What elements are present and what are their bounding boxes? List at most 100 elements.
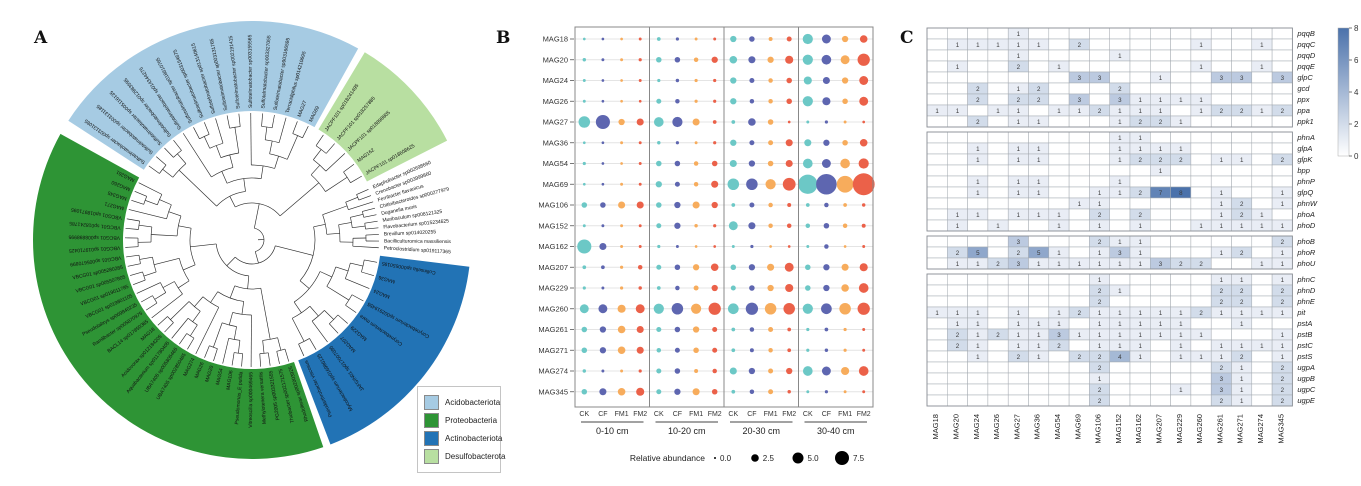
heatmap-cell-value: 2: [1138, 190, 1142, 197]
heatmap-cell: [1068, 60, 1090, 73]
heatmap-cell: [1170, 131, 1192, 144]
tree-branch: [178, 169, 217, 207]
abundance-dot: [785, 139, 793, 147]
column-label: MAG152: [1114, 414, 1123, 444]
heatmap-cell: [967, 104, 989, 117]
heatmap-cell-value: 2: [1017, 97, 1021, 104]
heatmap-cell: [1231, 49, 1253, 62]
heatmap-cell: [1251, 317, 1273, 330]
row-label: MAG69: [543, 180, 568, 189]
treatment-tick-label: CF: [822, 411, 831, 418]
abundance-dot: [816, 173, 837, 195]
gene-label: phnC: [1296, 275, 1316, 284]
abundance-dot: [730, 139, 737, 146]
heatmap-cell-value: 1: [1017, 53, 1021, 60]
tree-branch: [364, 220, 378, 224]
heatmap-cell: [1190, 71, 1212, 84]
abundance-dot: [802, 54, 813, 65]
heatmap-cell-value: 1: [976, 310, 980, 317]
tree-branch: [293, 301, 302, 313]
phylum-legend: Acidobacteriota Proteobacteria Actinobac…: [417, 386, 505, 473]
heatmap-cell: [1210, 257, 1232, 270]
heatmap-cell-value: 1: [1260, 212, 1264, 219]
heatmap-cell: [1007, 164, 1029, 177]
abundance-dot: [601, 99, 605, 103]
heatmap-cell: [1251, 235, 1273, 248]
heatmap-cell: [1068, 235, 1090, 248]
tree-branch: [194, 296, 204, 307]
abundance-dot: [749, 285, 755, 291]
tree-branch: [325, 143, 335, 154]
abundance-dot: [821, 54, 832, 65]
size-legend-value: 7.5: [853, 454, 865, 463]
column-label: MAG18: [931, 414, 940, 439]
abundance-dot: [694, 245, 698, 248]
heatmap-cell: [926, 164, 948, 177]
abundance-dot: [731, 245, 735, 248]
legend-item-desulfobacterota: Desulfobacterota: [424, 449, 505, 464]
tree-branch: [192, 311, 201, 322]
heatmap-cell: [1210, 235, 1232, 248]
heatmap-cell: [1271, 142, 1293, 155]
heatmap-cell: [1129, 273, 1151, 286]
tree-branch: [178, 225, 192, 229]
abundance-dot: [843, 348, 847, 352]
gene-group-outline: [926, 131, 1293, 232]
abundance-dot: [620, 99, 623, 103]
abundance-dot: [582, 161, 586, 166]
abundance-dot: [656, 389, 662, 395]
heatmap-cell-value: 1: [1138, 354, 1142, 361]
abundance-dot: [674, 56, 681, 63]
abundance-dot: [581, 326, 588, 333]
heatmap-cell: [1048, 350, 1070, 363]
heatmap-cell: [1190, 273, 1212, 286]
abundance-dot: [768, 140, 774, 146]
heatmap-cell: [1190, 197, 1212, 210]
heatmap-cell-value: 1: [1220, 250, 1224, 257]
row-label: MAG18: [543, 35, 568, 44]
tree-branch: [325, 153, 346, 172]
abundance-dot: [581, 388, 588, 395]
heatmap-cell: [1068, 295, 1090, 308]
heatmap-cell-value: 2: [956, 332, 960, 339]
heatmap-cell: [1271, 49, 1293, 62]
abundance-dot: [749, 36, 755, 42]
heatmap-cell: [1068, 27, 1090, 40]
heatmap-cell: [987, 394, 1009, 407]
abundance-dot: [693, 182, 699, 187]
heatmap-cell-value: 1: [1199, 332, 1203, 339]
abundance-dot: [823, 264, 830, 271]
heatmap-cell: [1170, 197, 1192, 210]
gene-group-outline: [926, 27, 1293, 128]
heatmap-cell: [1068, 284, 1090, 297]
abundance-dot: [843, 245, 847, 248]
tree-tip-label: MAG20: [204, 365, 215, 383]
heatmap-cell: [1190, 339, 1212, 352]
abundance-dot: [802, 366, 813, 376]
abundance-dot: [693, 285, 699, 291]
gene-label: ugpA: [1297, 363, 1315, 372]
abundance-dot: [601, 141, 605, 145]
tree-branch: [231, 352, 235, 366]
heatmap-cell-value: 1: [1138, 223, 1142, 230]
heatmap-cell-value: 1: [1057, 310, 1061, 317]
abundance-dot: [861, 223, 866, 228]
heatmap-cell: [1129, 372, 1151, 385]
heatmap-cell-value: 2: [1159, 119, 1163, 126]
heatmap-cell: [1089, 164, 1110, 177]
heatmap-cell-value: 2: [1037, 86, 1041, 93]
heatmap-cell: [1028, 104, 1050, 117]
tree-branch: [229, 154, 234, 168]
heatmap-cell: [1048, 164, 1070, 177]
gene-label: pit: [1296, 308, 1306, 317]
heatmap-cell-value: 1: [1260, 42, 1264, 49]
desulfobacterota-swatch: [424, 449, 439, 464]
tree-tip-label: MAG54: [215, 368, 225, 386]
abundance-dot: [749, 327, 755, 332]
tree-branch: [352, 245, 379, 249]
abundance-dot: [620, 79, 623, 82]
size-legend-value: 5.0: [808, 454, 820, 463]
heatmap-cell: [967, 284, 989, 297]
heatmap-cell: [926, 49, 948, 62]
abundance-dot: [786, 223, 792, 228]
